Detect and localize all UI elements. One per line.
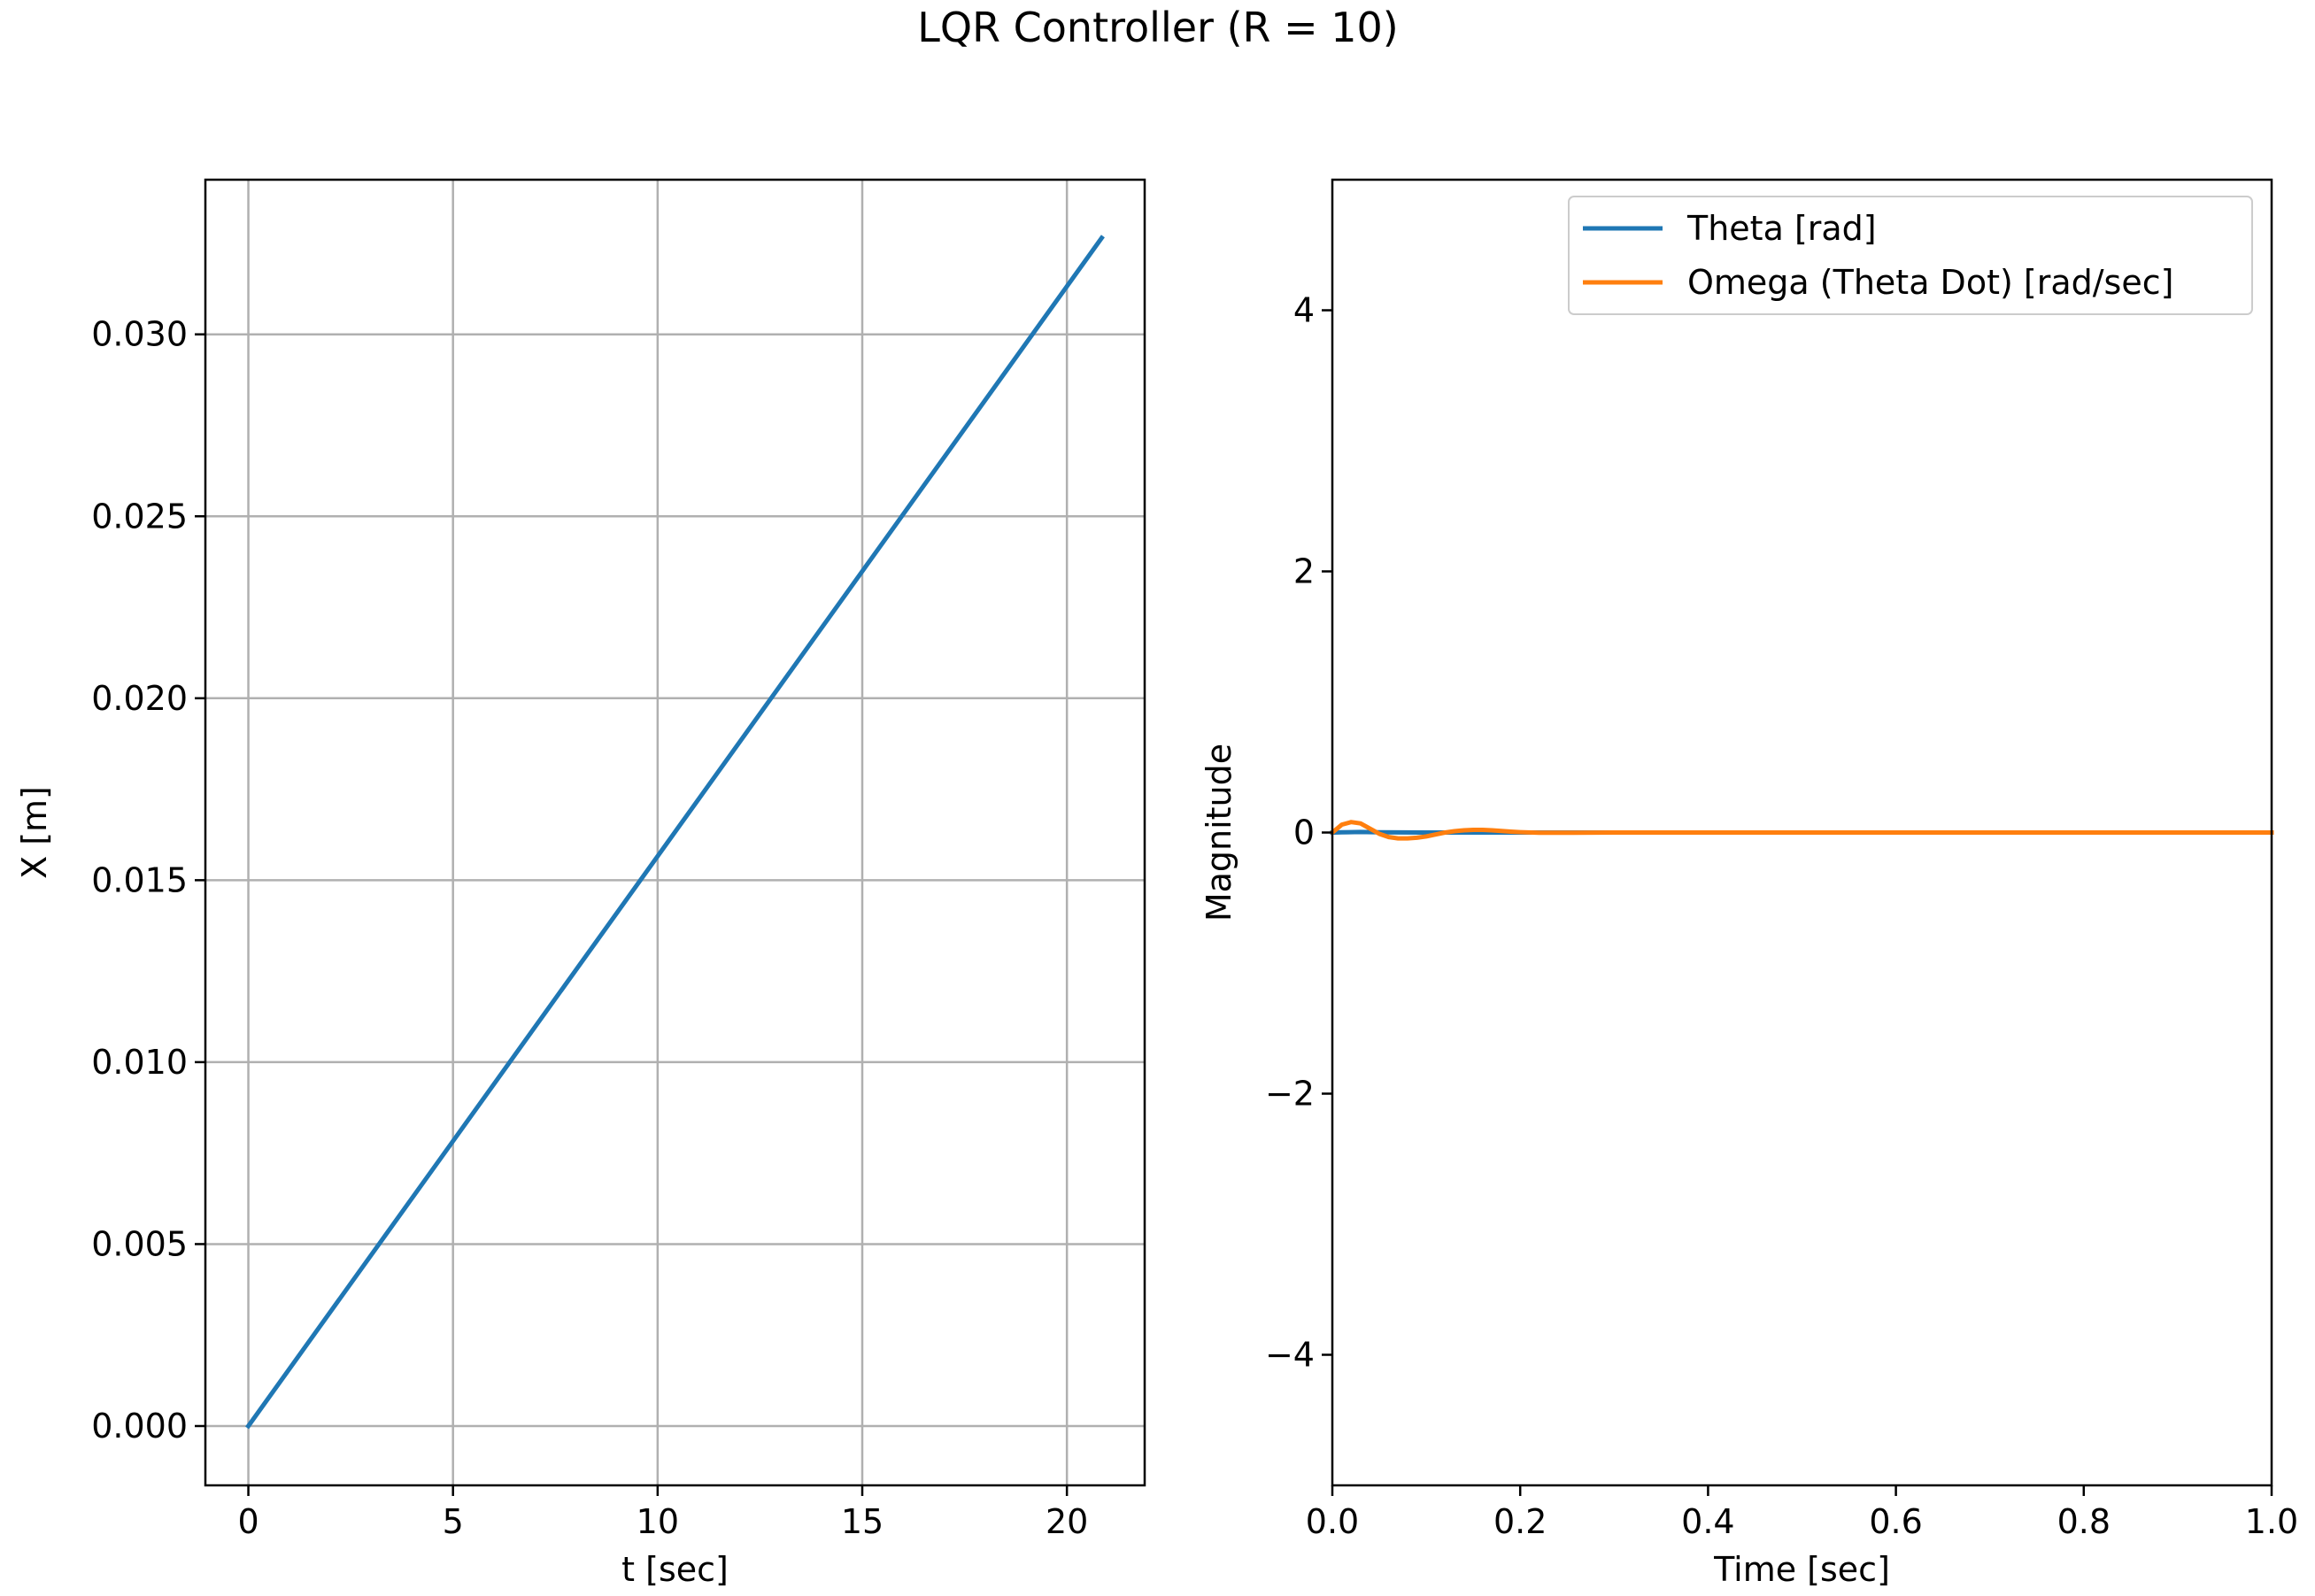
- y-axis-label: Magnitude: [1200, 744, 1239, 921]
- x-tick-label: 0.0: [1306, 1502, 1359, 1541]
- y-tick-label: 0.000: [91, 1407, 188, 1446]
- x-tick-label: 10: [637, 1502, 679, 1541]
- x-tick-label: 15: [841, 1502, 884, 1541]
- y-tick-label: 0.020: [91, 679, 188, 718]
- figure-title: LQR Controller (R = 10): [917, 4, 1399, 51]
- y-tick-label: 2: [1293, 552, 1315, 591]
- x-tick-label: 1.0: [2245, 1502, 2298, 1541]
- x-tick-label: 0.4: [1681, 1502, 1734, 1541]
- legend: Theta [rad] Omega (Theta Dot) [rad/sec]: [1569, 197, 2252, 314]
- x-tick-label: 5: [443, 1502, 464, 1541]
- x-axis-label: t [sec]: [621, 1550, 729, 1589]
- legend-label-theta: Theta [rad]: [1686, 209, 1877, 248]
- y-tick-label: 0.010: [91, 1043, 188, 1082]
- y-tick-label: 0.030: [91, 315, 188, 354]
- y-tick-label: −2: [1265, 1075, 1315, 1114]
- x-tick-label: 20: [1046, 1502, 1088, 1541]
- y-tick-label: 0.025: [91, 497, 188, 536]
- x-tick-label: 0.6: [1869, 1502, 1922, 1541]
- legend-label-omega: Omega (Theta Dot) [rad/sec]: [1687, 263, 2173, 302]
- x-tick-label: 0.2: [1493, 1502, 1547, 1541]
- x-axis-label: Time [sec]: [1713, 1550, 1890, 1589]
- y-tick-label: −4: [1265, 1336, 1315, 1375]
- x-tick-label: 0.8: [2057, 1502, 2111, 1541]
- y-tick-label: 0: [1293, 813, 1315, 852]
- x-tick-label: 0: [237, 1502, 259, 1541]
- y-tick-label: 4: [1293, 291, 1315, 330]
- y-axis-label: X [m]: [15, 786, 54, 879]
- y-tick-label: 0.015: [91, 860, 188, 899]
- y-tick-label: 0.005: [91, 1224, 188, 1263]
